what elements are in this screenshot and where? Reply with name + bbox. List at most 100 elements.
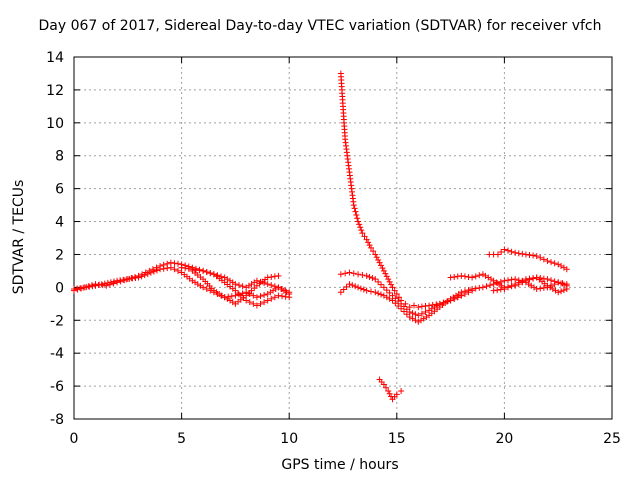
- data-point: [504, 277, 511, 284]
- data-point: [366, 273, 373, 280]
- y-tick-label: 2: [55, 247, 64, 263]
- data-point: [560, 281, 567, 288]
- data-point: [264, 297, 271, 304]
- data-point: [422, 309, 429, 316]
- x-tick-label: 10: [280, 431, 298, 447]
- data-point: [164, 265, 171, 272]
- data-point: [253, 302, 260, 309]
- data-point: [88, 282, 95, 289]
- y-tick-label: 6: [55, 182, 64, 198]
- data-point: [494, 251, 501, 258]
- data-point: [175, 260, 182, 267]
- data-point: [337, 289, 344, 296]
- series-arc-k: [376, 376, 405, 403]
- data-point: [563, 266, 570, 273]
- data-point: [540, 256, 547, 263]
- data-point: [526, 252, 533, 259]
- data-point: [246, 299, 253, 306]
- data-point: [207, 270, 214, 277]
- data-point: [235, 282, 242, 289]
- data-point: [461, 288, 468, 295]
- data-point: [447, 274, 454, 281]
- data-point: [239, 283, 246, 290]
- data-point: [415, 312, 422, 319]
- data-point: [383, 384, 390, 391]
- data-point: [370, 248, 377, 255]
- data-point: [271, 294, 278, 301]
- data-point: [389, 284, 396, 291]
- data-point: [357, 224, 364, 231]
- data-point: [354, 215, 361, 222]
- data-point: [383, 273, 390, 280]
- data-point: [465, 287, 472, 294]
- x-tick-label: 20: [495, 431, 513, 447]
- data-point: [95, 282, 102, 289]
- data-point: [196, 267, 203, 274]
- data-point: [214, 272, 221, 279]
- data-point: [264, 274, 271, 281]
- data-point: [392, 300, 399, 307]
- data-point: [363, 236, 370, 243]
- data-point: [268, 282, 275, 289]
- data-point: [378, 262, 385, 269]
- data-point: [355, 284, 362, 291]
- data-point: [104, 279, 111, 286]
- data-point: [540, 275, 547, 282]
- data-point: [418, 303, 425, 310]
- data-point: [279, 293, 286, 300]
- data-point: [501, 246, 508, 253]
- data-point: [476, 284, 483, 291]
- data-point: [250, 300, 257, 307]
- data-point: [356, 221, 363, 228]
- data-point: [472, 273, 479, 280]
- y-tick-label: 4: [55, 215, 64, 231]
- data-point: [469, 286, 476, 293]
- data-point: [548, 259, 555, 266]
- data-point: [501, 286, 508, 293]
- data-point: [358, 227, 365, 234]
- data-point: [555, 279, 562, 286]
- data-point: [515, 250, 522, 257]
- plot-frame: [73, 56, 613, 420]
- data-point: [107, 279, 114, 286]
- data-point: [200, 267, 207, 274]
- data-point: [533, 286, 540, 293]
- y-tick-label: -8: [50, 412, 64, 428]
- data-point: [337, 271, 344, 278]
- y-tick-label: -2: [50, 313, 64, 329]
- data-point: [351, 205, 358, 212]
- data-point: [415, 304, 422, 311]
- data-point: [472, 285, 479, 292]
- data-point: [563, 286, 570, 293]
- data-point: [363, 287, 370, 294]
- data-point: [160, 265, 167, 272]
- data-point: [512, 281, 519, 288]
- data-point: [346, 281, 353, 288]
- grid: [74, 57, 612, 419]
- y-tick-label: 10: [46, 116, 64, 132]
- data-point: [395, 294, 402, 301]
- data-point: [343, 283, 350, 290]
- data-point: [154, 267, 161, 274]
- data-point: [286, 294, 293, 301]
- data-point: [352, 283, 359, 290]
- data-point: [519, 277, 526, 284]
- data-point: [275, 292, 282, 299]
- y-tick-label: 14: [46, 50, 64, 66]
- series-arc-i: [486, 246, 570, 273]
- data-point: [359, 272, 366, 279]
- data-point: [558, 288, 565, 295]
- data-point: [379, 265, 386, 272]
- data-point: [355, 271, 362, 278]
- data-point: [476, 272, 483, 279]
- data-point: [185, 265, 192, 272]
- data-point: [555, 289, 562, 296]
- data-point: [150, 268, 157, 275]
- data-point: [357, 285, 364, 292]
- data-point: [282, 287, 289, 294]
- data-point: [385, 276, 392, 283]
- data-point: [375, 278, 382, 285]
- data-point: [530, 275, 537, 282]
- data-point: [167, 264, 174, 271]
- data-point: [366, 242, 373, 249]
